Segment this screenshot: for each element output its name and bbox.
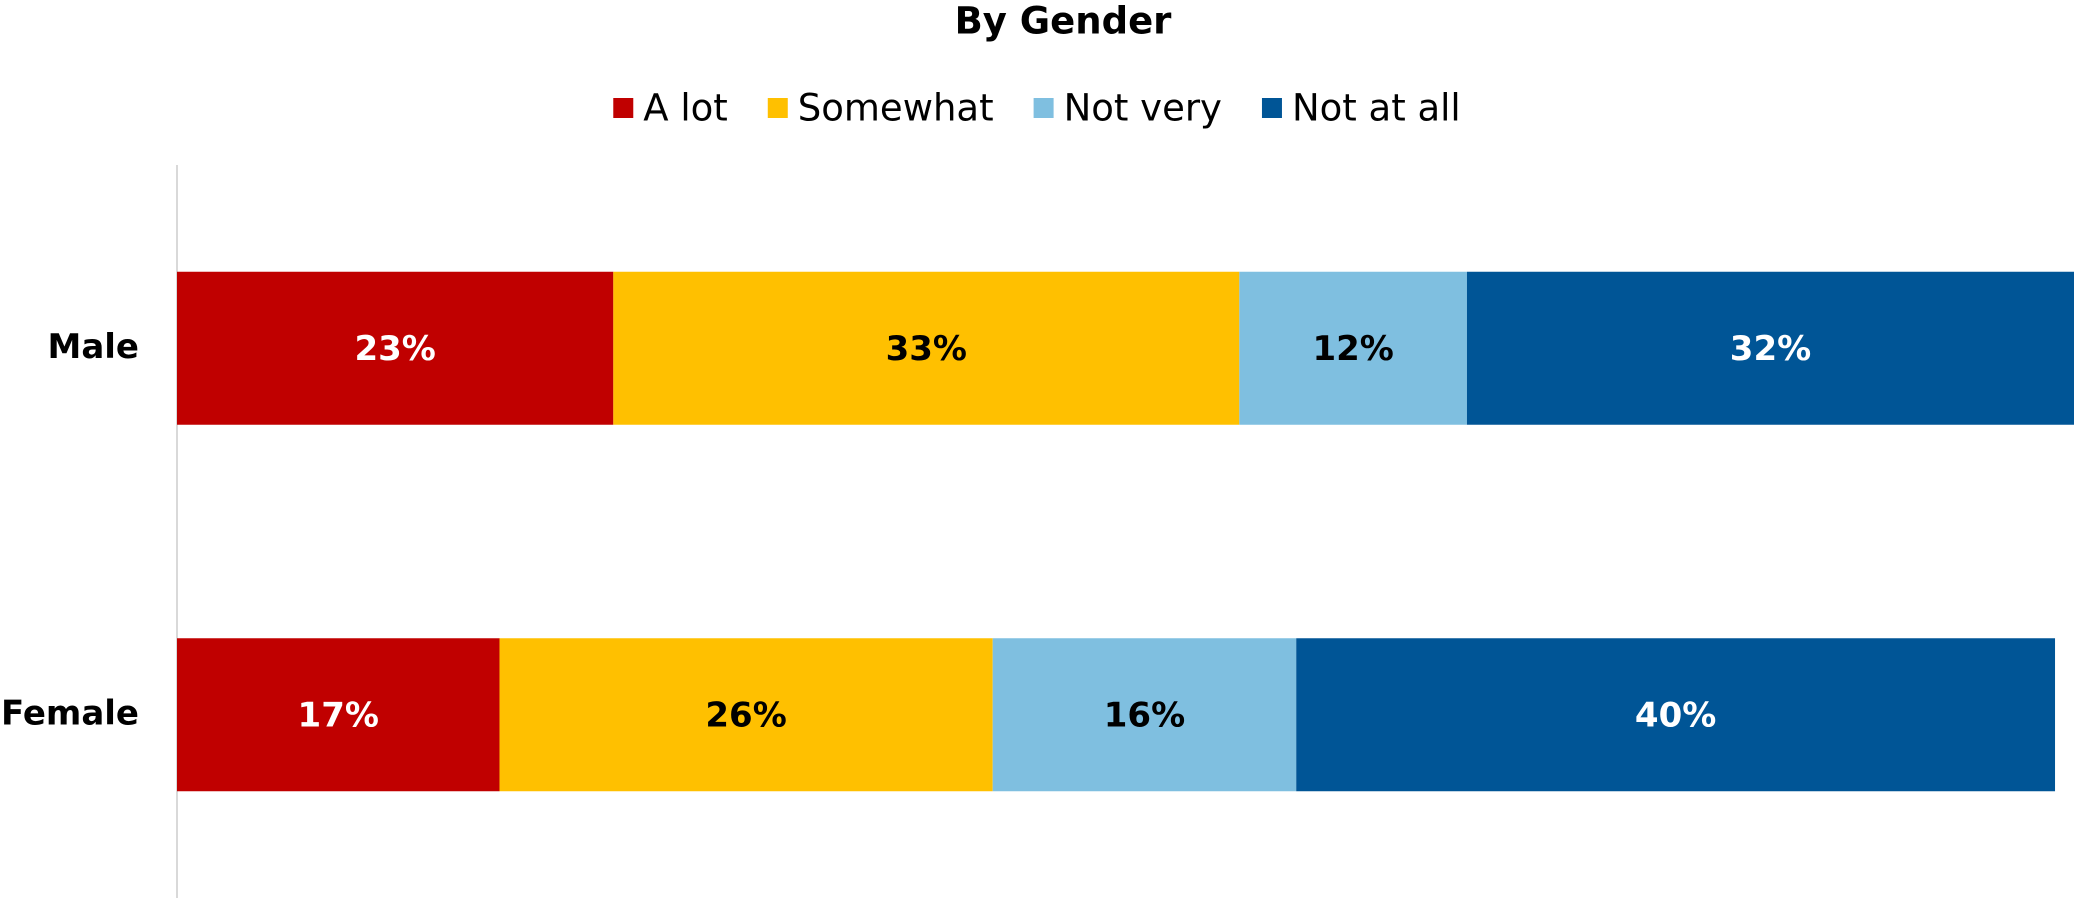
data-label: 16% — [1104, 695, 1185, 735]
legend-label: A lot — [643, 87, 728, 130]
data-label: 40% — [1635, 695, 1716, 735]
bar-segment — [177, 271, 614, 425]
bar-segment — [1296, 638, 2056, 792]
legend-label: Not very — [1064, 87, 1222, 130]
bar-segment — [499, 638, 993, 792]
legend-label: Somewhat — [798, 87, 994, 130]
data-label: 12% — [1312, 329, 1393, 369]
legend-label: Not at all — [1292, 87, 1461, 130]
legend-swatch — [1033, 98, 1054, 118]
chart-title: By Gender — [955, 0, 1173, 43]
bar-segment — [177, 638, 500, 792]
legend-swatch — [613, 98, 634, 118]
y-tick-label: Female — [1, 693, 139, 733]
data-label: 32% — [1730, 329, 1811, 369]
bar-segment — [613, 271, 1240, 425]
data-label: 17% — [298, 695, 379, 735]
legend-swatch — [767, 98, 788, 118]
bar-segment — [1239, 271, 1467, 425]
bar-segment — [992, 638, 1297, 792]
y-tick-label: Male — [48, 327, 140, 367]
data-label: 33% — [886, 329, 967, 369]
bar-segment — [1466, 271, 2074, 425]
data-label: 26% — [705, 695, 786, 735]
data-label: 23% — [354, 329, 435, 369]
legend-swatch — [1261, 98, 1282, 118]
